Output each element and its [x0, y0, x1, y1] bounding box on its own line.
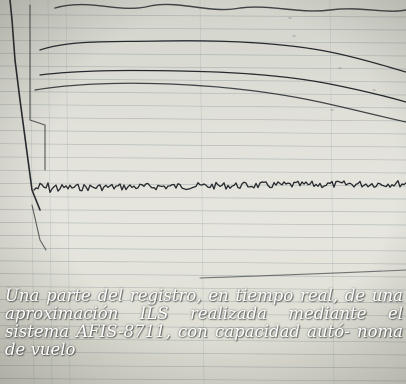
grid-line-horizontal [0, 130, 406, 135]
grid-line-horizontal [0, 117, 406, 122]
trace-noisy-signal [33, 180, 406, 194]
trace-bottom-curve [199, 269, 406, 279]
grid-line-horizontal [0, 222, 406, 226]
grid-line-horizontal [0, 312, 406, 317]
annotation-mark: ~ [288, 16, 292, 22]
trace-upper-curve [39, 40, 406, 73]
trace-step-left [29, 4, 46, 171]
grid-line-vertical [65, 0, 71, 384]
annotation-mark: ~ [372, 88, 376, 94]
grid-line-horizontal [0, 52, 406, 57]
grid-line-horizontal [0, 338, 406, 343]
grid-line-horizontal [0, 104, 406, 109]
grid-line-horizontal [0, 273, 406, 278]
trace-top-wavy [54, 3, 406, 12]
grid-line-horizontal [0, 169, 406, 174]
grid-line-horizontal [0, 78, 406, 83]
grid-line-vertical [199, 0, 205, 384]
grid-line-horizontal [0, 65, 406, 70]
trace-second-curve [39, 69, 406, 103]
grid-line-horizontal [0, 156, 406, 161]
grid-line-horizontal [0, 27, 406, 31]
annotation-mark: ~ [338, 66, 342, 72]
grid-line-horizontal [0, 325, 406, 330]
grid-line-horizontal [0, 209, 406, 213]
photo-caption: Una parte del registro, en tiempo real, … [5, 286, 403, 359]
grid-line-horizontal [0, 260, 406, 265]
grid-line-horizontal [0, 234, 406, 239]
grid-line-horizontal [0, 40, 406, 44]
annotation-mark: ~ [330, 108, 334, 114]
grid-line-horizontal [0, 14, 406, 18]
grid-line-horizontal [0, 196, 406, 200]
trace-lower-thin [31, 204, 47, 251]
grid-line-horizontal [0, 378, 406, 382]
grid-line-horizontal [0, 299, 406, 304]
grid-line-vertical [329, 0, 335, 384]
grid-line-horizontal [0, 247, 406, 252]
grid-line-horizontal [0, 143, 406, 148]
grid-line-horizontal [0, 351, 406, 356]
trace-third-curve [34, 82, 406, 123]
trace-initial-descent [9, 0, 41, 211]
grid-line-horizontal [0, 91, 406, 96]
handwritten-annotations: ~ ~ ~ ~ ~ [288, 16, 376, 114]
annotation-mark: ~ [292, 34, 296, 40]
grid-line-horizontal [0, 286, 406, 291]
grid-line-horizontal [0, 364, 406, 369]
recorder-traces [9, 0, 406, 279]
